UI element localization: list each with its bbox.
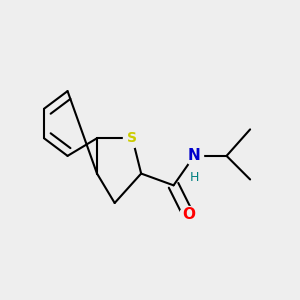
Text: O: O [182, 207, 195, 222]
Text: S: S [127, 131, 137, 145]
Text: H: H [190, 172, 199, 184]
Text: N: N [188, 148, 200, 164]
